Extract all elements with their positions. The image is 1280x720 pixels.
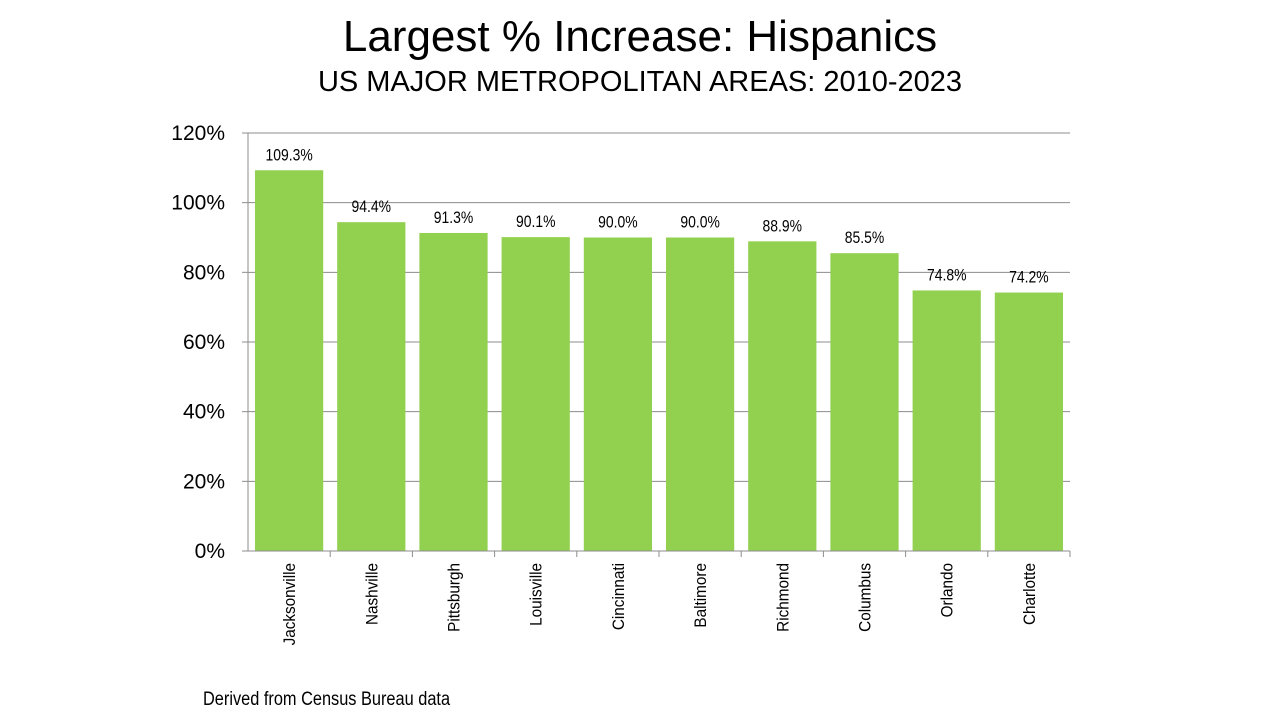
data-labels: 109.3% 94.4% 91.3% 90.1% 90.0% 90.0% 88.9% 85.5… — [265, 146, 1048, 287]
data-label: 109.3% — [265, 146, 312, 165]
axes — [242, 132, 1071, 557]
chart-title: Largest % Increase: Hispanics — [342, 12, 938, 61]
data-label: 74.8% — [927, 266, 967, 285]
bar-orlando — [912, 290, 981, 551]
y-axis-tick-labels: 0% 20% 40% 60% 80% 100% 120% — [171, 122, 225, 563]
x-tick-label: Cincinnati — [609, 563, 628, 630]
x-tick-label: Jacksonville — [280, 563, 299, 645]
x-tick-label: Columbus — [856, 563, 875, 632]
x-tick-label: Orlando — [938, 563, 957, 617]
x-tick-label: Louisville — [527, 563, 546, 626]
bar-columbus — [830, 253, 899, 552]
bar-richmond — [748, 241, 817, 551]
y-tick-label: 120% — [171, 122, 225, 145]
data-label: 90.0% — [680, 213, 720, 232]
y-tick-label: 20% — [183, 470, 225, 493]
data-label: 88.9% — [763, 217, 803, 236]
bar-louisville — [501, 237, 570, 551]
data-label: 74.2% — [1009, 268, 1049, 287]
y-tick-label: 100% — [171, 192, 225, 215]
y-tick-label: 0% — [195, 540, 225, 563]
bar-baltimore — [665, 237, 735, 551]
bar-jacksonville — [254, 170, 324, 551]
data-label: 90.1% — [516, 213, 556, 232]
y-tick-label: 60% — [183, 331, 225, 354]
y-tick-label: 40% — [183, 401, 225, 424]
x-tick-label: Charlotte — [1020, 563, 1039, 625]
x-tick-label: Baltimore — [691, 563, 710, 628]
bars — [254, 170, 1064, 552]
x-tick-label: Nashville — [363, 563, 382, 625]
bar-cincinnati — [583, 237, 653, 551]
source-note: Derived from Census Bureau data — [203, 689, 451, 710]
bar-charlotte — [994, 292, 1064, 551]
y-tick-label: 80% — [183, 261, 225, 284]
data-label: 85.5% — [845, 229, 885, 248]
bar-pittsburgh — [419, 232, 488, 551]
x-tick-label: Richmond — [774, 563, 793, 632]
x-tick-label: Pittsburgh — [445, 563, 464, 632]
data-label: 90.0% — [598, 213, 638, 232]
chart-subtitle: US MAJOR METROPOLITAN AREAS: 2010-2023 — [317, 66, 963, 98]
data-label: 94.4% — [352, 198, 392, 217]
data-label: 91.3% — [434, 209, 474, 228]
x-axis-tick-labels: Jacksonville Nashville Pittsburgh Louisvill… — [280, 563, 1039, 645]
bar-nashville — [337, 222, 406, 551]
